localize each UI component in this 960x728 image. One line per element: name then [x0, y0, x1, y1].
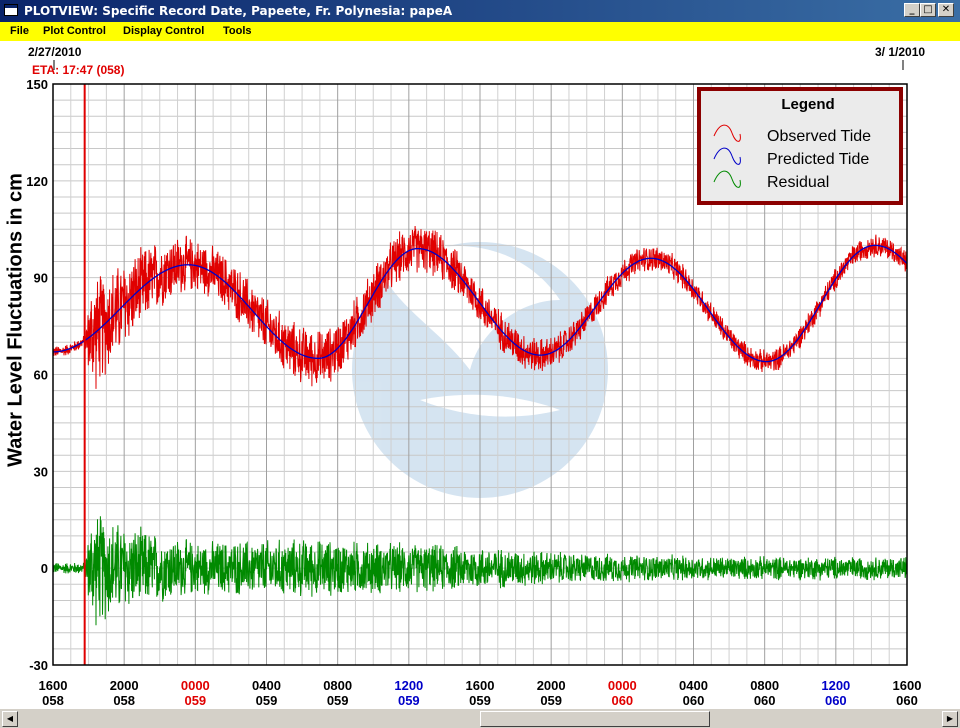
x-tick-time: 0000	[608, 678, 637, 693]
scroll-left-arrow-icon[interactable]: ◀	[2, 711, 18, 727]
menu-file[interactable]: File	[10, 25, 29, 37]
window-title: PLOTVIEW: Specific Record Date, Papeete,…	[24, 4, 453, 18]
x-tick-time: 0800	[323, 678, 352, 693]
y-tick-label: -30	[29, 658, 48, 673]
close-button[interactable]: ✕	[938, 3, 954, 17]
y-tick-label: 120	[26, 174, 48, 189]
y-tick-label: 30	[34, 464, 48, 479]
scrollbar-thumb[interactable]	[480, 711, 710, 727]
x-tick-time: 0800	[750, 678, 779, 693]
x-tick-day: 058	[113, 693, 135, 708]
x-tick-time: 1600	[39, 678, 68, 693]
window-icon	[4, 4, 18, 16]
x-tick-time: 1200	[821, 678, 850, 693]
x-tick-time: 0000	[181, 678, 210, 693]
x-tick-time: 1200	[394, 678, 423, 693]
plot-border	[52, 83, 908, 666]
x-tick-time: 2000	[110, 678, 139, 693]
x-tick-day: 058	[42, 693, 64, 708]
minimize-button[interactable]: _	[904, 3, 920, 17]
y-tick-label: 90	[34, 271, 48, 286]
scroll-right-arrow-icon[interactable]: ▶	[942, 711, 958, 727]
x-tick-day: 059	[327, 693, 349, 708]
x-tick-time: 1600	[893, 678, 922, 693]
watermark-bird	[380, 246, 560, 370]
legend-title: Legend	[781, 96, 834, 113]
chart-legend: Legend Observed Tide Predicted Tide Residua…	[697, 87, 903, 205]
tide-chart: -300306090120150160005820000580000059040…	[26, 60, 922, 708]
x-tick-time: 0400	[679, 678, 708, 693]
legend-entry-residual: Residual	[767, 174, 829, 191]
menu-display-control[interactable]: Display Control	[123, 25, 205, 37]
watermark-wave	[420, 394, 560, 417]
x-tick-time: 1600	[466, 678, 495, 693]
x-tick-day: 060	[825, 693, 847, 708]
y-tick-label: 0	[41, 561, 48, 576]
x-tick-day: 060	[896, 693, 918, 708]
y-tick-label: 60	[34, 368, 48, 383]
horizontal-scrollbar[interactable]: ◀ ▶	[0, 708, 960, 728]
series-observed-tide	[53, 225, 907, 389]
x-tick-day: 059	[184, 693, 206, 708]
legend-entry-observed: Observed Tide	[767, 128, 871, 145]
y-tick-label: 150	[26, 77, 48, 92]
x-tick-day: 059	[256, 693, 278, 708]
x-tick-day: 060	[683, 693, 705, 708]
legend-entry-predicted: Predicted Tide	[767, 151, 869, 168]
x-tick-day: 059	[540, 693, 562, 708]
x-tick-day: 060	[611, 693, 633, 708]
x-tick-day: 059	[398, 693, 420, 708]
x-tick-time: 2000	[537, 678, 566, 693]
title-bar: PLOTVIEW: Specific Record Date, Papeete,…	[0, 0, 960, 22]
x-tick-time: 0400	[252, 678, 281, 693]
legend-swatch-icon	[713, 147, 741, 165]
x-tick-day: 060	[754, 693, 776, 708]
end-date-label: 3/ 1/2010	[875, 45, 926, 59]
menu-plot-control[interactable]: Plot Control	[43, 25, 106, 37]
series-predicted-tide	[53, 244, 907, 363]
x-tick-day: 059	[469, 693, 491, 708]
eta-label: ETA: 17:47 (058)	[32, 63, 125, 77]
start-date-label: 2/27/2010	[28, 45, 82, 59]
series-residual	[53, 516, 907, 626]
maximize-button[interactable]: □	[920, 3, 936, 17]
legend-box	[697, 87, 903, 205]
legend-swatch-icon	[713, 124, 741, 142]
menu-tools[interactable]: Tools	[223, 25, 252, 37]
menu-bar: File Plot Control Display Control Tools	[0, 22, 960, 41]
legend-swatch-icon	[713, 170, 741, 188]
